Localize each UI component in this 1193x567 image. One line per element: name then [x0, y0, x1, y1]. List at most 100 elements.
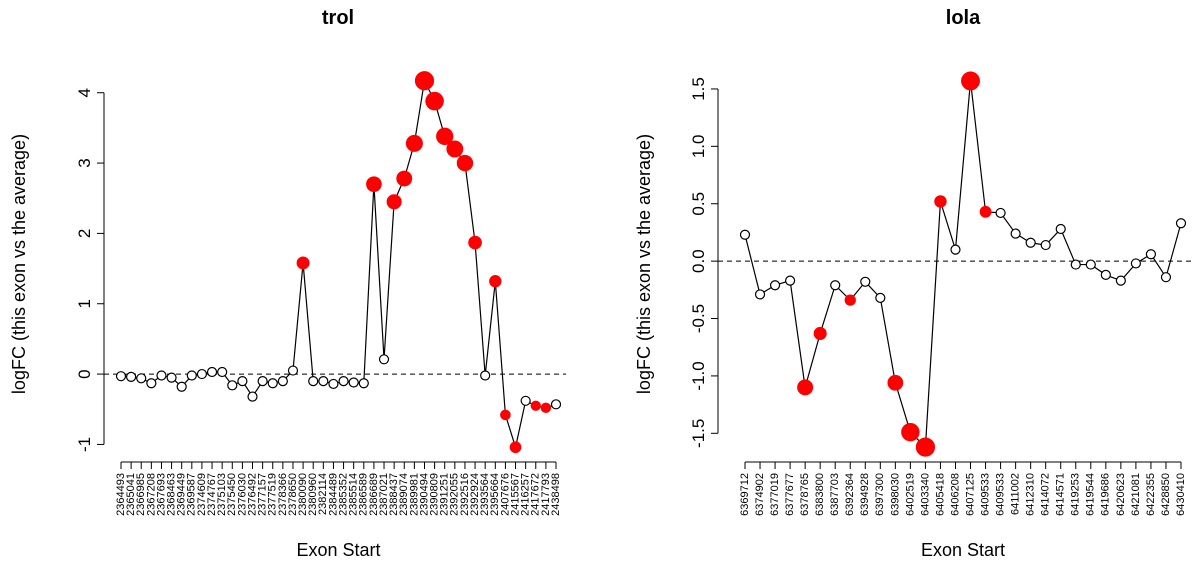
data-point: [115, 371, 127, 382]
y-tick-label: -0.5: [689, 304, 708, 333]
data-point: [358, 378, 369, 389]
x-tick-label: 2392516: [459, 473, 471, 516]
x-tick-label: 2395664: [489, 473, 501, 516]
x-tick-label: 2375103: [216, 473, 228, 516]
data-point: [257, 376, 268, 387]
x-tick-label: 2378366: [277, 473, 289, 516]
x-tick-label: 2391251: [439, 473, 451, 516]
data-point: [489, 275, 502, 288]
y-tick-label: 1: [75, 299, 94, 308]
x-tick-label: 2382114: [317, 473, 329, 515]
data-point: [1055, 223, 1066, 235]
data-point: [550, 399, 562, 410]
x-tick-label: 6377677: [784, 473, 796, 516]
x-tick-label: 6430410: [1175, 473, 1187, 516]
x-tick-label: 6411002: [1010, 473, 1022, 515]
data-point: [813, 326, 827, 340]
data-point: [206, 366, 218, 378]
data-point: [296, 256, 310, 270]
data-point: [267, 378, 278, 389]
data-point: [318, 376, 329, 387]
x-tick-label: 6422355: [1145, 473, 1157, 516]
x-tick-label: 6392364: [844, 473, 856, 516]
x-tick-label: 6414072: [1040, 473, 1052, 516]
data-point: [277, 376, 288, 387]
data-point: [739, 229, 751, 240]
data-point: [126, 371, 137, 382]
x-tick-label: 2369449: [176, 473, 188, 516]
x-tick-label: 6409533: [994, 473, 1006, 516]
y-tick-label: 0.0: [689, 249, 708, 273]
data-point: [146, 378, 157, 389]
data-point: [217, 366, 228, 378]
x-tick-label: 6402519: [904, 473, 916, 516]
x-tick-label: 6419253: [1070, 473, 1082, 516]
x-tick-label: 2388437: [388, 473, 400, 516]
x-tick-label: 6387703: [829, 473, 841, 516]
data-point: [287, 365, 299, 376]
x-tick-label: 2417672: [530, 473, 542, 516]
data-point: [247, 391, 258, 402]
y-axis-label: logFC (this exon vs the average): [9, 134, 29, 394]
x-tick-label: 2438498: [550, 473, 562, 516]
data-point: [844, 294, 856, 306]
data-point: [456, 154, 474, 172]
x-tick-label: 2377519: [267, 473, 279, 516]
data-point: [860, 276, 871, 287]
x-tick-label: 6374902: [754, 473, 766, 516]
x-tick-label: 2386589: [358, 473, 370, 516]
data-point: [396, 170, 413, 187]
data-point: [338, 376, 349, 387]
data-point: [176, 381, 187, 392]
x-tick-label: 2367208: [145, 473, 157, 516]
x-tick-label: 6403340: [919, 473, 931, 516]
data-point: [196, 368, 208, 380]
x-tick-label: 6407125: [964, 473, 976, 516]
y-tick-label: -1.0: [689, 361, 708, 390]
data-point: [414, 71, 435, 91]
data-point: [1175, 218, 1187, 229]
data-point: [1100, 269, 1111, 281]
x-tick-label: 2374767: [206, 473, 218, 516]
data-point: [1160, 272, 1172, 283]
x-tick-label: 2393564: [479, 473, 491, 516]
data-point: [754, 289, 766, 300]
data-point: [769, 280, 781, 291]
data-point: [1130, 258, 1141, 269]
x-tick-label: 2390809: [429, 473, 441, 516]
x-tick-label: 2380090: [297, 473, 309, 516]
x-tick-label: 2365041: [125, 473, 137, 516]
chart-title: trol: [322, 7, 354, 29]
data-point: [227, 380, 238, 391]
data-point: [1145, 249, 1157, 260]
x-tick-label: 2389074: [398, 473, 410, 516]
data-point: [136, 373, 147, 384]
y-tick-label: 3: [75, 158, 94, 167]
x-tick-label: 6421081: [1130, 473, 1142, 516]
data-point: [405, 134, 423, 152]
x-tick-label: 6397300: [874, 473, 886, 516]
data-point: [1010, 228, 1021, 239]
x-tick-label: 6420623: [1115, 473, 1127, 516]
data-point: [1025, 237, 1036, 248]
x-tick-label: 2376030: [236, 473, 248, 516]
x-tick-label: 6398030: [889, 473, 901, 516]
y-tick-label: -1.5: [689, 419, 708, 448]
data-point: [480, 370, 491, 381]
x-tick-label: 6406208: [949, 473, 961, 516]
x-tick-label: 6405418: [934, 473, 946, 516]
y-tick-label: -1: [75, 437, 94, 452]
x-tick-label: 6428850: [1160, 473, 1172, 516]
data-point: [797, 379, 814, 396]
y-tick-label: 0: [75, 369, 94, 378]
x-tick-label: 2375450: [226, 473, 238, 516]
data-point: [1115, 275, 1126, 286]
x-tick-label: 2392055: [449, 473, 461, 516]
data-point: [156, 370, 167, 381]
x-tick-label: 6412310: [1025, 473, 1037, 516]
data-point: [237, 376, 248, 387]
data-point: [901, 422, 920, 442]
data-point: [308, 376, 319, 387]
x-axis-label: Exon Start: [296, 540, 380, 560]
data-point: [468, 235, 482, 250]
